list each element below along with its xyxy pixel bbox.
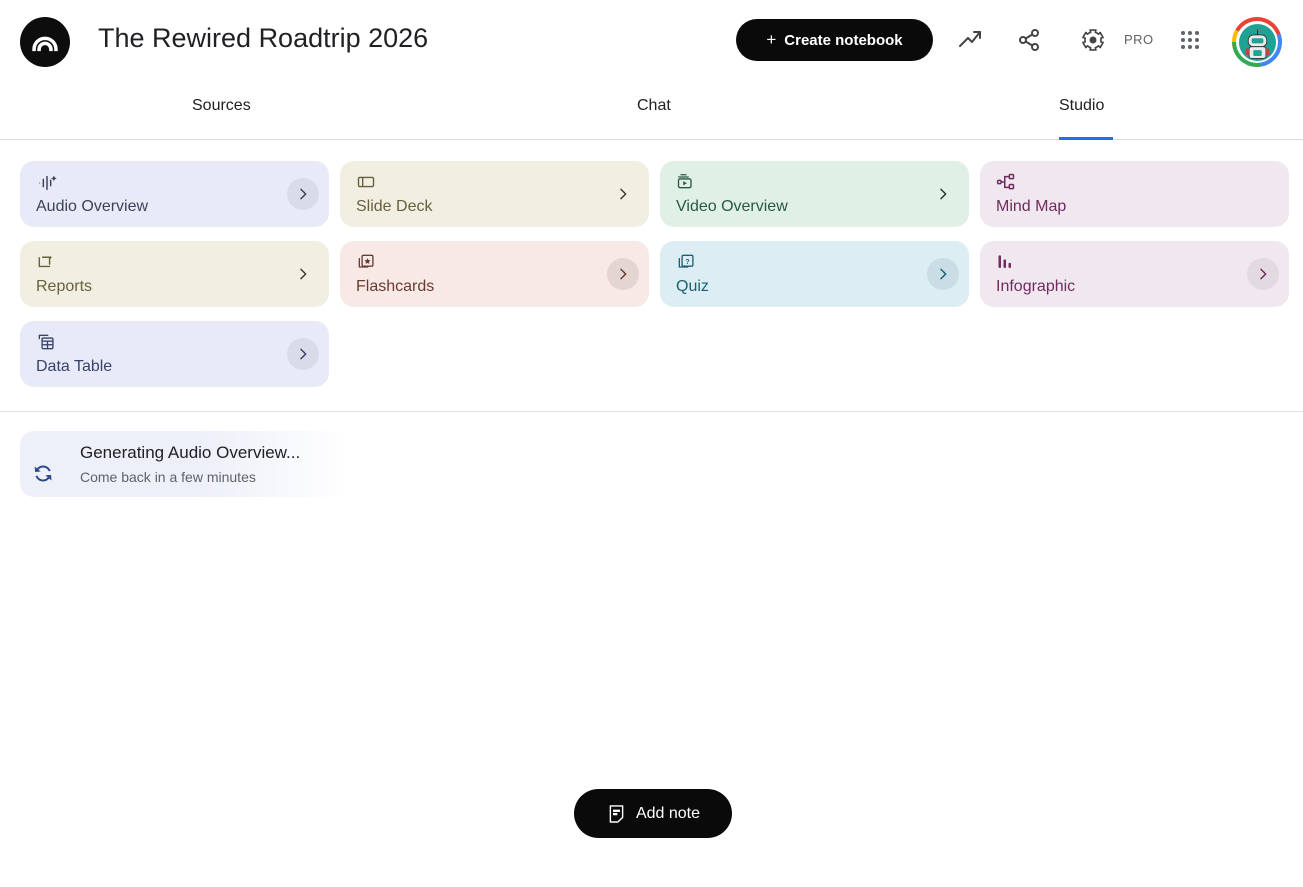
svg-text:?: ? <box>685 259 689 266</box>
